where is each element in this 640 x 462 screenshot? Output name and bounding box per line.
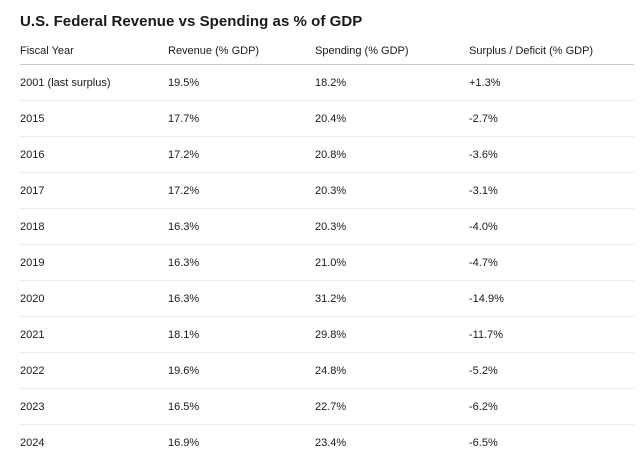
cell-revenue: 16.9% — [168, 436, 200, 449]
cell-revenue: 16.3% — [168, 244, 315, 281]
cell-revenue: 16.3% — [168, 280, 315, 317]
cell-revenue: 18.1% — [168, 316, 315, 353]
cell-revenue: 16.3% — [168, 208, 315, 245]
cell-surplus-deficit: -5.2% — [469, 352, 634, 389]
cell-fiscal-year: 2018 — [20, 208, 168, 245]
cell-surplus-deficit: -3.6% — [469, 136, 634, 173]
cell-spending: 31.2% — [315, 280, 469, 317]
column-header-spending: Spending (% GDP) — [315, 38, 469, 65]
table-row: 2016 17.2% 20.8% -3.6% — [20, 136, 634, 173]
column-header-revenue: Revenue (% GDP) — [168, 38, 315, 65]
table-row: 2015 17.7% 20.4% -2.7% — [20, 100, 634, 137]
table-row: 2018 16.3% 20.3% -4.0% — [20, 208, 634, 245]
cell-fiscal-year: 2017 — [20, 172, 168, 209]
table-row: 2017 17.2% 20.3% -3.1% — [20, 172, 634, 209]
cell-surplus-deficit: -14.9% — [469, 280, 634, 317]
cell-fiscal-year: 2016 — [20, 136, 168, 173]
page-title: U.S. Federal Revenue vs Spending as % of… — [20, 13, 363, 30]
cell-surplus-deficit: -6.5% — [469, 436, 498, 449]
cell-surplus-deficit: -3.1% — [469, 172, 634, 209]
cell-revenue: 19.5% — [168, 64, 315, 101]
column-header-fiscal-year: Fiscal Year — [20, 38, 168, 65]
cell-spending: 21.0% — [315, 244, 469, 281]
cell-spending: 20.8% — [315, 136, 469, 173]
cell-revenue: 19.6% — [168, 352, 315, 389]
table-row: 2023 16.5% 22.7% -6.2% — [20, 388, 634, 425]
cell-revenue: 17.2% — [168, 172, 315, 209]
cell-fiscal-year: 2022 — [20, 352, 168, 389]
cell-revenue: 16.5% — [168, 388, 315, 425]
table-row: 2020 16.3% 31.2% -14.9% — [20, 280, 634, 317]
table-header-row: Fiscal Year Revenue (% GDP) Spending (% … — [20, 38, 634, 65]
column-header-surplus-deficit: Surplus / Deficit (% GDP) — [469, 38, 634, 65]
cell-fiscal-year: 2019 — [20, 244, 168, 281]
cell-spending: 29.8% — [315, 316, 469, 353]
cell-spending: 22.7% — [315, 388, 469, 425]
cell-fiscal-year: 2021 — [20, 316, 168, 353]
cell-surplus-deficit: +1.3% — [469, 64, 634, 101]
cell-fiscal-year: 2001 (last surplus) — [20, 64, 168, 101]
cell-surplus-deficit: -4.7% — [469, 244, 634, 281]
cell-surplus-deficit: -4.0% — [469, 208, 634, 245]
table-row: 2022 19.6% 24.8% -5.2% — [20, 352, 634, 389]
cell-fiscal-year: 2020 — [20, 280, 168, 317]
cell-fiscal-year: 2015 — [20, 100, 168, 137]
cell-surplus-deficit: -2.7% — [469, 100, 634, 137]
cell-surplus-deficit: -11.7% — [469, 316, 634, 353]
cell-spending: 24.8% — [315, 352, 469, 389]
cell-fiscal-year: 2023 — [20, 388, 168, 425]
data-table: Fiscal Year Revenue (% GDP) Spending (% … — [20, 38, 634, 460]
table-row: 2024 16.9% 23.4% -6.5% — [20, 425, 634, 461]
cell-revenue: 17.7% — [168, 100, 315, 137]
cell-spending: 20.3% — [315, 208, 469, 245]
table-row: 2019 16.3% 21.0% -4.7% — [20, 244, 634, 281]
cell-spending: 23.4% — [315, 436, 347, 449]
table-row: 2001 (last surplus) 19.5% 18.2% +1.3% — [20, 64, 634, 101]
table-row: 2021 18.1% 29.8% -11.7% — [20, 316, 634, 353]
cell-fiscal-year: 2024 — [20, 436, 45, 449]
cell-revenue: 17.2% — [168, 136, 315, 173]
cell-spending: 18.2% — [315, 64, 469, 101]
cell-surplus-deficit: -6.2% — [469, 388, 634, 425]
cell-spending: 20.4% — [315, 100, 469, 137]
cell-spending: 20.3% — [315, 172, 469, 209]
